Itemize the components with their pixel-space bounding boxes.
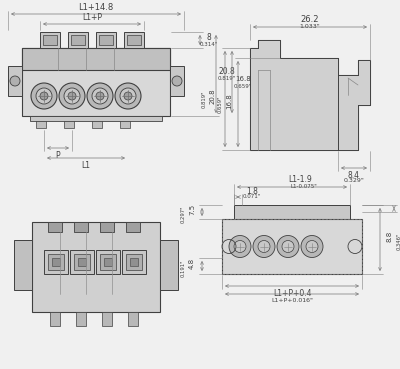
- Bar: [32, 222, 160, 312]
- Circle shape: [253, 235, 275, 258]
- Bar: [22, 48, 170, 70]
- Text: 8: 8: [207, 32, 211, 41]
- Bar: [64, 116, 74, 128]
- Text: L1-1.9: L1-1.9: [288, 176, 312, 184]
- Circle shape: [115, 83, 141, 109]
- Text: 0.191": 0.191": [180, 259, 186, 277]
- Bar: [74, 222, 88, 232]
- Bar: [99, 35, 113, 45]
- Text: 0.329": 0.329": [344, 179, 364, 183]
- Text: L1-0.075": L1-0.075": [291, 183, 317, 189]
- Bar: [102, 312, 112, 326]
- Circle shape: [306, 241, 318, 252]
- Bar: [222, 219, 362, 274]
- Text: P: P: [56, 151, 60, 159]
- Text: L1+P: L1+P: [82, 14, 102, 23]
- Circle shape: [87, 83, 113, 109]
- Bar: [122, 250, 146, 274]
- Circle shape: [92, 88, 108, 104]
- Circle shape: [36, 88, 52, 104]
- Text: 0.659": 0.659": [218, 95, 222, 113]
- Bar: [100, 254, 116, 270]
- Bar: [130, 258, 138, 266]
- Polygon shape: [250, 40, 370, 150]
- Bar: [40, 32, 60, 48]
- Bar: [126, 254, 142, 270]
- Circle shape: [59, 83, 85, 109]
- Bar: [43, 35, 57, 45]
- Circle shape: [68, 92, 76, 100]
- Circle shape: [40, 92, 48, 100]
- Text: 26.2: 26.2: [301, 15, 319, 24]
- Text: 20.8: 20.8: [219, 66, 235, 76]
- Bar: [124, 32, 144, 48]
- Circle shape: [10, 76, 20, 86]
- Bar: [48, 222, 62, 232]
- Bar: [44, 250, 68, 274]
- Text: L1: L1: [82, 161, 90, 169]
- Bar: [52, 258, 60, 266]
- Circle shape: [277, 235, 299, 258]
- Bar: [30, 116, 162, 121]
- Bar: [48, 254, 64, 270]
- Text: 1.8: 1.8: [246, 186, 258, 196]
- Text: 0.819": 0.819": [218, 76, 236, 80]
- Text: 0.346": 0.346": [396, 233, 400, 250]
- Bar: [50, 312, 60, 326]
- Bar: [126, 222, 140, 232]
- Bar: [120, 116, 130, 128]
- Bar: [234, 205, 350, 219]
- Bar: [100, 222, 114, 232]
- Bar: [22, 48, 170, 116]
- Bar: [71, 35, 85, 45]
- Circle shape: [64, 88, 80, 104]
- Text: 8.8: 8.8: [387, 231, 393, 242]
- Bar: [78, 258, 86, 266]
- Text: 8.4: 8.4: [348, 170, 360, 179]
- Bar: [68, 32, 88, 48]
- Text: 0.819": 0.819": [202, 90, 206, 108]
- Text: 4.8: 4.8: [189, 258, 195, 269]
- Bar: [14, 240, 32, 290]
- Bar: [160, 240, 178, 290]
- Text: 0.314": 0.314": [200, 41, 218, 46]
- Text: L1+14.8: L1+14.8: [78, 3, 114, 13]
- Circle shape: [258, 241, 270, 252]
- Bar: [70, 250, 94, 274]
- Bar: [128, 312, 138, 326]
- Circle shape: [31, 83, 57, 109]
- Bar: [127, 35, 141, 45]
- Text: L1+P+0.4: L1+P+0.4: [273, 289, 311, 297]
- Circle shape: [124, 92, 132, 100]
- Circle shape: [229, 235, 251, 258]
- Bar: [36, 116, 46, 128]
- Bar: [8, 66, 22, 96]
- Text: L1+P+0.016": L1+P+0.016": [271, 297, 313, 303]
- Text: 16.8: 16.8: [226, 93, 232, 109]
- Circle shape: [282, 241, 294, 252]
- Text: 1.033": 1.033": [300, 24, 320, 28]
- Bar: [96, 32, 116, 48]
- Text: 0.297": 0.297": [180, 205, 186, 223]
- Text: 0.659": 0.659": [234, 83, 252, 89]
- Bar: [104, 258, 112, 266]
- Circle shape: [301, 235, 323, 258]
- Circle shape: [234, 241, 246, 252]
- Text: 20.8: 20.8: [210, 88, 216, 104]
- Text: 16.8: 16.8: [235, 76, 251, 82]
- Circle shape: [96, 92, 104, 100]
- Bar: [170, 66, 184, 96]
- Bar: [96, 250, 120, 274]
- Text: 7.5: 7.5: [189, 203, 195, 214]
- Circle shape: [120, 88, 136, 104]
- Circle shape: [172, 76, 182, 86]
- Bar: [76, 312, 86, 326]
- Bar: [92, 116, 102, 128]
- Text: 0.071": 0.071": [243, 194, 261, 200]
- Bar: [74, 254, 90, 270]
